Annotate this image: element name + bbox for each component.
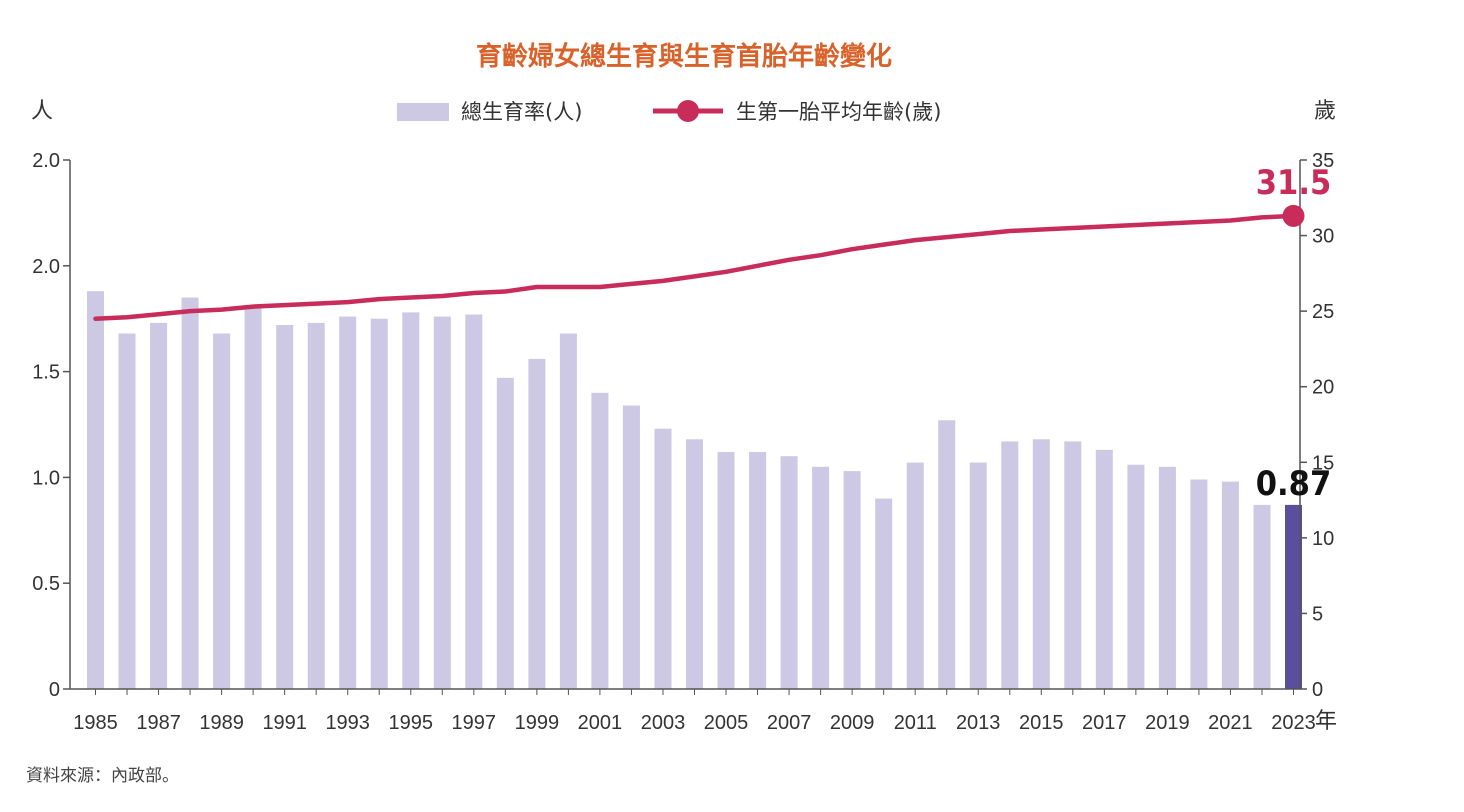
bar — [875, 498, 893, 689]
bar — [1127, 464, 1145, 689]
bar — [1001, 441, 1019, 689]
bar — [1221, 481, 1239, 689]
bar — [559, 333, 577, 689]
x-tick-label: 1999 — [515, 712, 560, 734]
x-tick-label: 2013 — [956, 712, 1001, 734]
x-tick-label: 1995 — [389, 712, 434, 734]
x-tick-label: 2011 — [894, 712, 937, 734]
bar — [812, 466, 830, 689]
x-tick-label: 1989 — [199, 712, 244, 734]
y-left-tick-label: 0 — [49, 679, 60, 701]
x-tick-label: 1985 — [73, 712, 118, 734]
bar — [969, 462, 987, 689]
y-left-unit-label: 人 — [31, 99, 53, 124]
chart-title: 育齡婦女總生育與生育首胎年齡變化 — [476, 41, 892, 72]
x-tick-label: 2021 — [1208, 712, 1253, 734]
y-left-tick-label: 2.0 — [32, 256, 60, 278]
y-right-tick-label: 30 — [1312, 226, 1334, 248]
bar — [906, 462, 924, 689]
x-unit-label: 年 — [1315, 709, 1337, 734]
x-tick-label: 2005 — [704, 712, 749, 734]
y-right-tick-label: 35 — [1312, 150, 1334, 172]
legend-bar-label: 總生育率(人) — [461, 100, 582, 124]
bar — [717, 452, 735, 689]
y-right-tick-label: 15 — [1312, 452, 1334, 474]
x-tick-label: 1997 — [452, 712, 497, 734]
x-tick-label: 2001 — [578, 712, 623, 734]
bar — [1032, 439, 1050, 689]
x-tick-label: 1993 — [325, 712, 370, 734]
bar — [150, 322, 168, 689]
bar — [433, 316, 451, 689]
bar — [276, 325, 294, 689]
legend-line-label: 生第一胎平均年齡(歲) — [736, 100, 941, 124]
x-tick-label: 2003 — [641, 712, 686, 734]
x-tick-label: 2009 — [830, 712, 875, 734]
bar — [622, 405, 640, 689]
bar — [339, 316, 357, 689]
x-tick-label: 1987 — [136, 712, 181, 734]
bar — [244, 306, 262, 689]
bar — [496, 377, 514, 689]
y-right-tick-label: 5 — [1312, 603, 1323, 625]
age-line-end-marker — [1282, 204, 1305, 227]
x-tick-label: 2017 — [1082, 712, 1127, 734]
bar — [213, 333, 231, 689]
bar — [686, 439, 703, 689]
source-note: 資料來源：內政部。 — [26, 766, 179, 786]
bar — [1095, 449, 1113, 689]
y-right-tick-label: 10 — [1312, 528, 1334, 550]
x-tick-label: 2007 — [767, 712, 812, 734]
legend-bar-swatch — [397, 103, 449, 121]
x-tick-label: 1991 — [262, 712, 307, 734]
legend: 總生育率(人) 生第一胎平均年齡(歲) — [397, 100, 941, 124]
y-right-tick-label: 25 — [1312, 301, 1334, 323]
y-left-tick-label: 0.5 — [32, 573, 60, 595]
bar — [749, 452, 767, 689]
age-line — [93, 213, 1296, 321]
bar — [843, 471, 861, 689]
bar — [1285, 504, 1302, 689]
x-tick-label: 2019 — [1145, 712, 1190, 734]
bar-value-label: 0.87 — [1256, 464, 1331, 504]
bar — [87, 291, 104, 689]
bar — [654, 428, 672, 689]
y-left-tick-label: 1.0 — [32, 467, 60, 489]
legend-line-marker — [677, 100, 699, 122]
bar — [1253, 504, 1271, 689]
bar — [402, 312, 420, 689]
x-tick-label: 2023 — [1271, 712, 1316, 734]
y-right-unit-label: 歲 — [1314, 99, 1336, 124]
y-left-tick-label: 2.0 — [32, 150, 60, 172]
x-tick-label: 2015 — [1019, 712, 1064, 734]
bar — [118, 333, 136, 689]
bar — [528, 358, 546, 689]
bar — [1064, 441, 1082, 689]
bar — [780, 456, 798, 689]
bar — [938, 420, 956, 689]
y-right-tick-label: 20 — [1312, 377, 1334, 399]
line-value-label: 31.5 — [1256, 163, 1331, 203]
bar — [1158, 466, 1176, 689]
bar — [591, 392, 609, 689]
y-right-tick-label: 0 — [1312, 679, 1323, 701]
bar — [181, 297, 199, 689]
y-left-tick-label: 1.5 — [32, 362, 60, 384]
bar — [1190, 479, 1208, 689]
bar — [307, 322, 325, 689]
bar — [465, 314, 483, 689]
bar — [370, 318, 388, 689]
